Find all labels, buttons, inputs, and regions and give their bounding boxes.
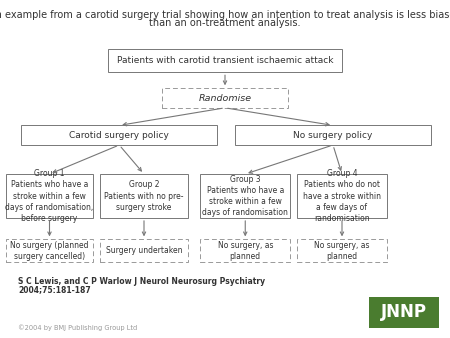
- FancyBboxPatch shape: [200, 239, 290, 262]
- FancyBboxPatch shape: [100, 174, 188, 218]
- Text: than an on-treatment analysis.: than an on-treatment analysis.: [149, 18, 301, 28]
- Text: ©2004 by BMJ Publishing Group Ltd: ©2004 by BMJ Publishing Group Ltd: [18, 324, 137, 331]
- FancyBboxPatch shape: [297, 174, 387, 218]
- Text: Randomise: Randomise: [198, 94, 252, 102]
- Text: No surgery, as
planned: No surgery, as planned: [314, 241, 370, 261]
- FancyBboxPatch shape: [297, 239, 387, 262]
- Text: S C Lewis, and C P Warlow J Neurol Neurosurg Psychiatry: S C Lewis, and C P Warlow J Neurol Neuro…: [18, 276, 265, 286]
- FancyBboxPatch shape: [5, 239, 94, 262]
- FancyBboxPatch shape: [162, 88, 288, 108]
- Text: An example from a carotid surgery trial showing how an intention to treat analys: An example from a carotid surgery trial …: [0, 10, 450, 20]
- Text: JNNP: JNNP: [381, 303, 427, 321]
- FancyBboxPatch shape: [108, 49, 342, 72]
- FancyBboxPatch shape: [235, 125, 431, 145]
- Text: Group 2
Patients with no pre-
surgery stroke: Group 2 Patients with no pre- surgery st…: [104, 180, 184, 212]
- Text: 2004;75:181-187: 2004;75:181-187: [18, 285, 91, 294]
- Text: Group 4
Patients who do not
have a stroke within
a few days of
randomisation: Group 4 Patients who do not have a strok…: [303, 169, 381, 223]
- FancyBboxPatch shape: [369, 297, 439, 328]
- Text: Group 1
Patients who have a
stroke within a few
days of randomisation,
before su: Group 1 Patients who have a stroke withi…: [5, 169, 94, 223]
- Text: Surgery undertaken: Surgery undertaken: [106, 246, 182, 255]
- FancyBboxPatch shape: [100, 239, 188, 262]
- Text: No surgery, as
planned: No surgery, as planned: [217, 241, 273, 261]
- Text: Group 3
Patients who have a
stroke within a few
days of randomisation: Group 3 Patients who have a stroke withi…: [202, 175, 288, 217]
- FancyBboxPatch shape: [22, 125, 217, 145]
- FancyBboxPatch shape: [200, 174, 290, 218]
- Text: Carotid surgery policy: Carotid surgery policy: [69, 131, 169, 140]
- Text: No surgery policy: No surgery policy: [293, 131, 373, 140]
- FancyBboxPatch shape: [5, 174, 94, 218]
- Text: Patients with carotid transient ischaemic attack: Patients with carotid transient ischaemi…: [117, 56, 333, 65]
- Text: No surgery (planned
surgery cancelled): No surgery (planned surgery cancelled): [10, 241, 89, 261]
